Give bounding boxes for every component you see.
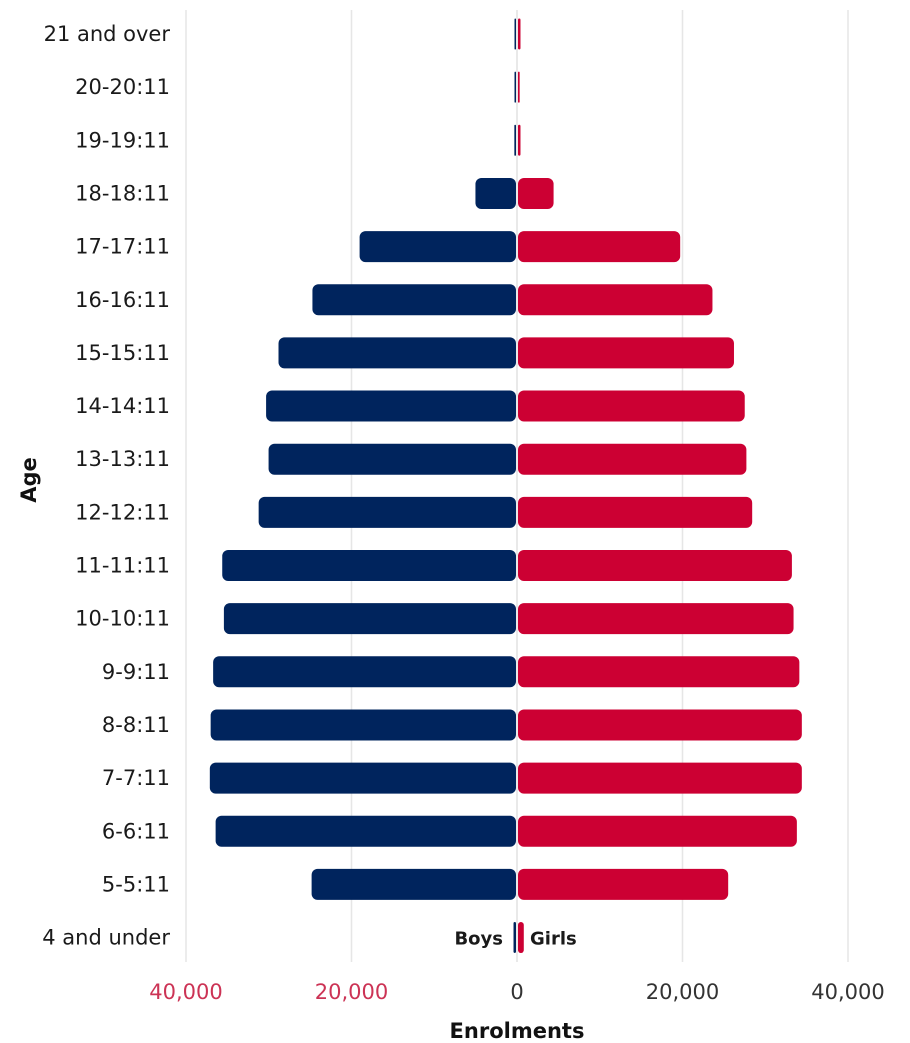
category-label-17: 4 and under bbox=[42, 926, 170, 950]
bar-boys-11 bbox=[223, 603, 516, 635]
bar-boys-13 bbox=[210, 709, 516, 741]
y-axis-title: Age bbox=[17, 457, 41, 503]
category-label-8: 13-13:11 bbox=[75, 447, 170, 471]
category-label-0: 21 and over bbox=[44, 22, 171, 46]
bar-boys-3 bbox=[475, 177, 516, 209]
x-tick-label-4: 40,000 bbox=[811, 980, 884, 1004]
bars bbox=[209, 18, 802, 954]
bar-boys-7 bbox=[266, 390, 516, 422]
bar-girls-11 bbox=[518, 603, 794, 635]
bar-boys-17 bbox=[513, 922, 516, 954]
bar-girls-14 bbox=[518, 762, 802, 794]
bar-boys-8 bbox=[268, 443, 516, 475]
bar-girls-2 bbox=[518, 124, 521, 156]
bar-boys-15 bbox=[215, 815, 516, 847]
category-label-15: 6-6:11 bbox=[102, 819, 170, 843]
category-label-14: 7-7:11 bbox=[102, 766, 170, 790]
category-label-9: 12-12:11 bbox=[75, 500, 170, 524]
category-label-6: 15-15:11 bbox=[75, 341, 170, 365]
category-label-1: 20-20:11 bbox=[75, 75, 170, 99]
series-label-girls: Girls bbox=[530, 929, 577, 950]
bar-boys-1 bbox=[514, 71, 516, 103]
bar-girls-1 bbox=[518, 71, 520, 103]
x-tick-label-1: 20,000 bbox=[315, 980, 388, 1004]
bar-boys-14 bbox=[209, 762, 516, 794]
bar-girls-10 bbox=[518, 550, 792, 581]
bar-boys-6 bbox=[278, 337, 516, 369]
category-label-10: 11-11:11 bbox=[75, 554, 170, 578]
bar-boys-4 bbox=[359, 231, 516, 263]
bar-boys-0 bbox=[514, 18, 516, 50]
bar-girls-3 bbox=[518, 177, 554, 209]
bar-girls-6 bbox=[518, 337, 734, 369]
bar-boys-16 bbox=[311, 868, 516, 900]
category-label-2: 19-19:11 bbox=[75, 128, 170, 152]
category-label-4: 17-17:11 bbox=[75, 235, 170, 259]
x-tick-label-0: 40,000 bbox=[149, 980, 222, 1004]
bar-boys-10 bbox=[222, 550, 517, 581]
category-label-12: 9-9:11 bbox=[102, 660, 170, 684]
category-label-3: 18-18:11 bbox=[75, 181, 170, 205]
bar-girls-5 bbox=[518, 284, 713, 316]
bar-boys-9 bbox=[258, 496, 516, 528]
bar-girls-8 bbox=[518, 443, 747, 475]
bar-boys-2 bbox=[514, 124, 516, 156]
x-tick-labels: 40,000 20,000 0 20,000 40,000 bbox=[149, 980, 884, 1004]
category-label-5: 16-16:11 bbox=[75, 288, 170, 312]
bar-girls-4 bbox=[518, 231, 681, 263]
bar-girls-16 bbox=[518, 868, 729, 900]
x-tick-label-2: 0 bbox=[510, 980, 523, 1004]
bar-boys-5 bbox=[312, 284, 516, 316]
bar-girls-12 bbox=[518, 656, 800, 688]
category-label-11: 10-10:11 bbox=[75, 607, 170, 631]
x-tick-label-3: 20,000 bbox=[646, 980, 719, 1004]
series-label-boys: Boys bbox=[454, 929, 503, 950]
bar-girls-15 bbox=[518, 815, 797, 847]
category-label-13: 8-8:11 bbox=[102, 713, 170, 737]
bar-boys-12 bbox=[213, 656, 516, 688]
bar-girls-0 bbox=[518, 18, 521, 50]
category-label-7: 14-14:11 bbox=[75, 394, 170, 418]
bar-girls-13 bbox=[518, 709, 802, 741]
x-axis-title: Enrolments bbox=[450, 1019, 585, 1043]
bar-girls-7 bbox=[518, 390, 745, 422]
category-label-16: 5-5:11 bbox=[102, 872, 170, 896]
bar-girls-9 bbox=[518, 496, 753, 528]
bar-girls-17 bbox=[518, 922, 524, 954]
category-labels: 21 and over 20-20:11 19-19:11 18-18:11 17-17… bbox=[42, 22, 170, 950]
